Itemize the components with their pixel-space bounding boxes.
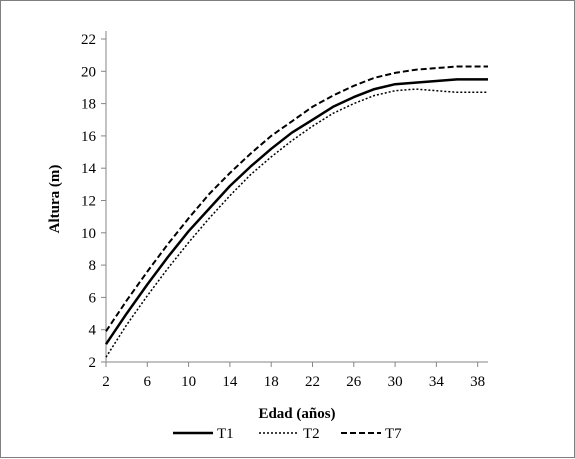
y-axis-label: Altura (m) [47,165,63,234]
y-tick-label: 14 [81,161,97,177]
x-tick-label: 34 [429,374,445,390]
x-tick-label: 2 [102,374,110,390]
series-line-t1 [104,78,488,345]
x-tick-label: 6 [144,374,152,390]
x-tick-label: 14 [222,374,238,390]
x-axis-label: Edad (años) [258,406,335,422]
series-line-t7 [105,65,488,332]
y-tick-label: 20 [81,64,96,80]
y-tick-label: 22 [81,32,96,48]
legend-label-t2: T2 [303,426,320,442]
x-tick-label: 22 [305,374,320,390]
x-tick-label: 30 [388,374,403,390]
legend-label-t1: T1 [217,426,234,442]
y-tick-label: 8 [89,258,97,274]
y-tick-label: 2 [89,355,97,371]
x-tick-label: 38 [470,374,485,390]
legend-label-t7: T7 [385,426,402,442]
y-tick-label: 18 [81,97,96,113]
x-tick-label: 26 [346,374,362,390]
y-tick-label: 12 [81,194,96,210]
y-tick-label: 6 [89,290,97,306]
x-tick-label: 10 [181,374,196,390]
series-lines [104,65,488,358]
legend: T1 T2 T7 [173,426,402,442]
y-tick-label: 16 [81,129,97,145]
x-tick-label: 18 [264,374,279,390]
series-line-t2 [105,88,488,358]
y-tick-label: 4 [89,323,97,339]
y-tick-label: 10 [81,226,96,242]
